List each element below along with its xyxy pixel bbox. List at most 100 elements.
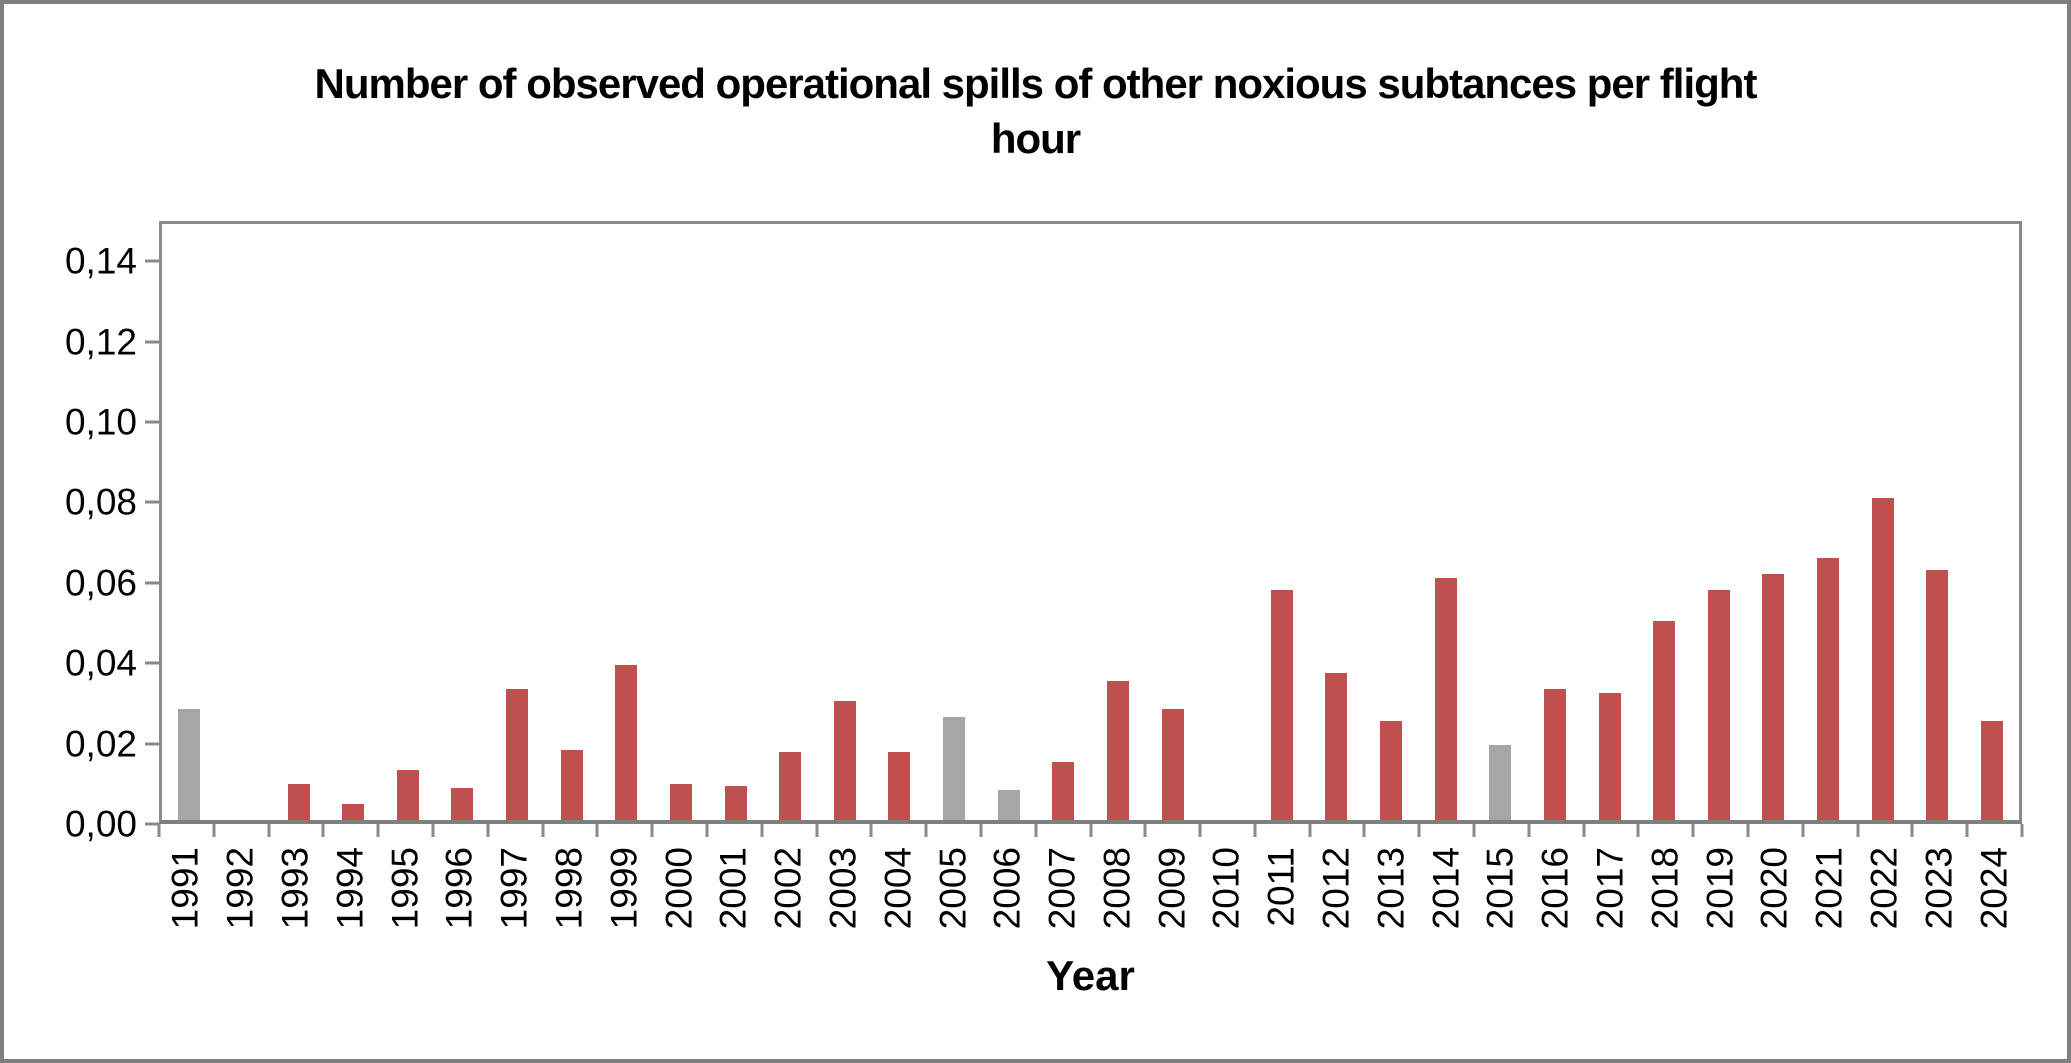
bar-2024 <box>1980 720 2003 820</box>
x-tick-label-slot-2016: 2016 <box>1535 847 1576 929</box>
category-slot-2009 <box>1145 224 1200 820</box>
y-tick-label-0,06: 0,06 <box>64 562 137 604</box>
x-tick-label-slot-2018: 2018 <box>1644 847 1685 929</box>
category-slot-2020 <box>1746 224 1801 820</box>
x-tick-label-2005: 2005 <box>932 847 974 930</box>
category-slot-2012 <box>1309 224 1364 820</box>
x-tick-label-2015: 2015 <box>1480 847 1522 930</box>
x-axis-tick <box>1691 824 1695 837</box>
category-slot-1999 <box>599 224 654 820</box>
x-tick-label-slot-2010: 2010 <box>1206 847 1247 929</box>
x-tick-label-1991: 1991 <box>164 847 206 930</box>
x-axis-tick <box>1253 824 1257 837</box>
bar-1999 <box>615 665 638 820</box>
x-tick-label-1994: 1994 <box>329 847 371 930</box>
category-slot-2007 <box>1036 224 1091 820</box>
x-axis-tick <box>869 824 873 837</box>
x-tick-label-2011: 2011 <box>1260 847 1302 927</box>
x-tick-label-slot-2014: 2014 <box>1425 847 1467 930</box>
bar-2015 <box>1489 744 1512 820</box>
x-tick-label-slot-2004: 2004 <box>877 847 919 930</box>
x-tick-label-1996: 1996 <box>438 847 480 930</box>
bar-2011 <box>1270 589 1293 820</box>
bar-2009 <box>1161 708 1184 820</box>
x-tick-label-2008: 2008 <box>1096 847 1138 930</box>
x-axis-tick <box>1582 824 1586 837</box>
bar-2022 <box>1871 498 1894 820</box>
y-tick-label-0,14: 0,14 <box>64 240 137 282</box>
category-slot-2000 <box>654 224 709 820</box>
x-tick-label-2022: 2022 <box>1863 847 1905 930</box>
x-axis-tick <box>267 824 271 837</box>
bar-2007 <box>1052 762 1075 820</box>
x-tick-label-1993: 1993 <box>274 847 316 930</box>
category-slot-2024 <box>1965 224 2020 820</box>
y-tick-label-0,02: 0,02 <box>64 723 137 765</box>
category-slot-2022 <box>1855 224 1910 820</box>
bar-1993 <box>287 784 310 820</box>
x-axis-tick <box>1801 824 1805 837</box>
bar-1991 <box>178 708 201 820</box>
x-tick-label-2004: 2004 <box>877 847 919 930</box>
chart-title-line2: hour <box>990 115 1081 163</box>
x-tick-label-slot-1995: 1995 <box>384 847 425 929</box>
plot-area <box>159 221 2022 824</box>
x-tick-label-slot-2002: 2002 <box>768 847 809 929</box>
bar-2002 <box>779 752 802 820</box>
x-tick-label-slot-1997: 1997 <box>493 847 535 930</box>
x-axis-tick <box>431 824 435 837</box>
x-tick-label-slot-1998: 1998 <box>549 847 590 929</box>
x-tick-label-slot-2006: 2006 <box>986 847 1028 930</box>
category-slot-2011 <box>1255 224 1310 820</box>
y-tick-label-0,00: 0,00 <box>64 803 137 845</box>
x-tick-label-2019: 2019 <box>1699 847 1741 930</box>
x-axis-tick <box>376 824 380 837</box>
y-axis-tick <box>145 420 159 424</box>
x-axis-tick <box>1198 824 1202 837</box>
x-tick-label-2017: 2017 <box>1589 847 1631 930</box>
chart-title: Number of observed operational spills of… <box>4 56 2067 167</box>
x-tick-label-2024: 2024 <box>1973 847 2015 930</box>
y-tick-label-0,12: 0,12 <box>64 321 137 363</box>
bar-2013 <box>1380 720 1403 820</box>
category-slot-2021 <box>1801 224 1856 820</box>
category-slot-1993 <box>271 224 326 820</box>
category-slot-2002 <box>763 224 818 820</box>
x-tick-label-slot-2008: 2008 <box>1096 847 1138 930</box>
bar-2001 <box>724 786 747 820</box>
x-axis-ticks <box>157 824 2024 837</box>
y-axis-tick <box>145 500 159 504</box>
category-slot-2004 <box>872 224 927 820</box>
category-slot-2001 <box>708 224 763 820</box>
x-axis-tick <box>1143 824 1147 837</box>
x-tick-label-slot-2012: 2012 <box>1315 847 1357 930</box>
x-axis-tick <box>1910 824 1914 837</box>
x-tick-label-slot-2005: 2005 <box>932 847 974 930</box>
bar-2000 <box>669 784 692 820</box>
x-tick-label-1997: 1997 <box>493 847 535 930</box>
x-tick-label-2023: 2023 <box>1918 847 1960 930</box>
y-axis-tick <box>145 822 159 826</box>
y-axis-tick <box>145 661 159 665</box>
category-slot-2006 <box>981 224 1036 820</box>
category-slot-1998 <box>544 224 599 820</box>
x-axis-tick <box>1636 824 1640 837</box>
category-slot-1995 <box>381 224 436 820</box>
x-tick-label-slot-2020: 2020 <box>1754 847 1795 930</box>
x-tick-label-slot-2011: 2011 <box>1260 847 1302 927</box>
bar-1998 <box>560 750 583 820</box>
category-slot-2015 <box>1473 224 1528 820</box>
x-tick-label-2020: 2020 <box>1754 847 1795 930</box>
x-tick-label-2012: 2012 <box>1315 847 1357 930</box>
category-slot-2023 <box>1910 224 1965 820</box>
bar-2004 <box>888 752 911 820</box>
category-slot-1991 <box>162 224 217 820</box>
bar-1997 <box>506 688 529 820</box>
x-tick-label-2014: 2014 <box>1425 847 1467 930</box>
category-slot-2010 <box>1200 224 1255 820</box>
x-axis-tick <box>1417 824 1421 837</box>
x-tick-label-2007: 2007 <box>1041 847 1083 930</box>
y-axis-tick <box>145 259 159 263</box>
x-tick-label-2006: 2006 <box>986 847 1028 930</box>
